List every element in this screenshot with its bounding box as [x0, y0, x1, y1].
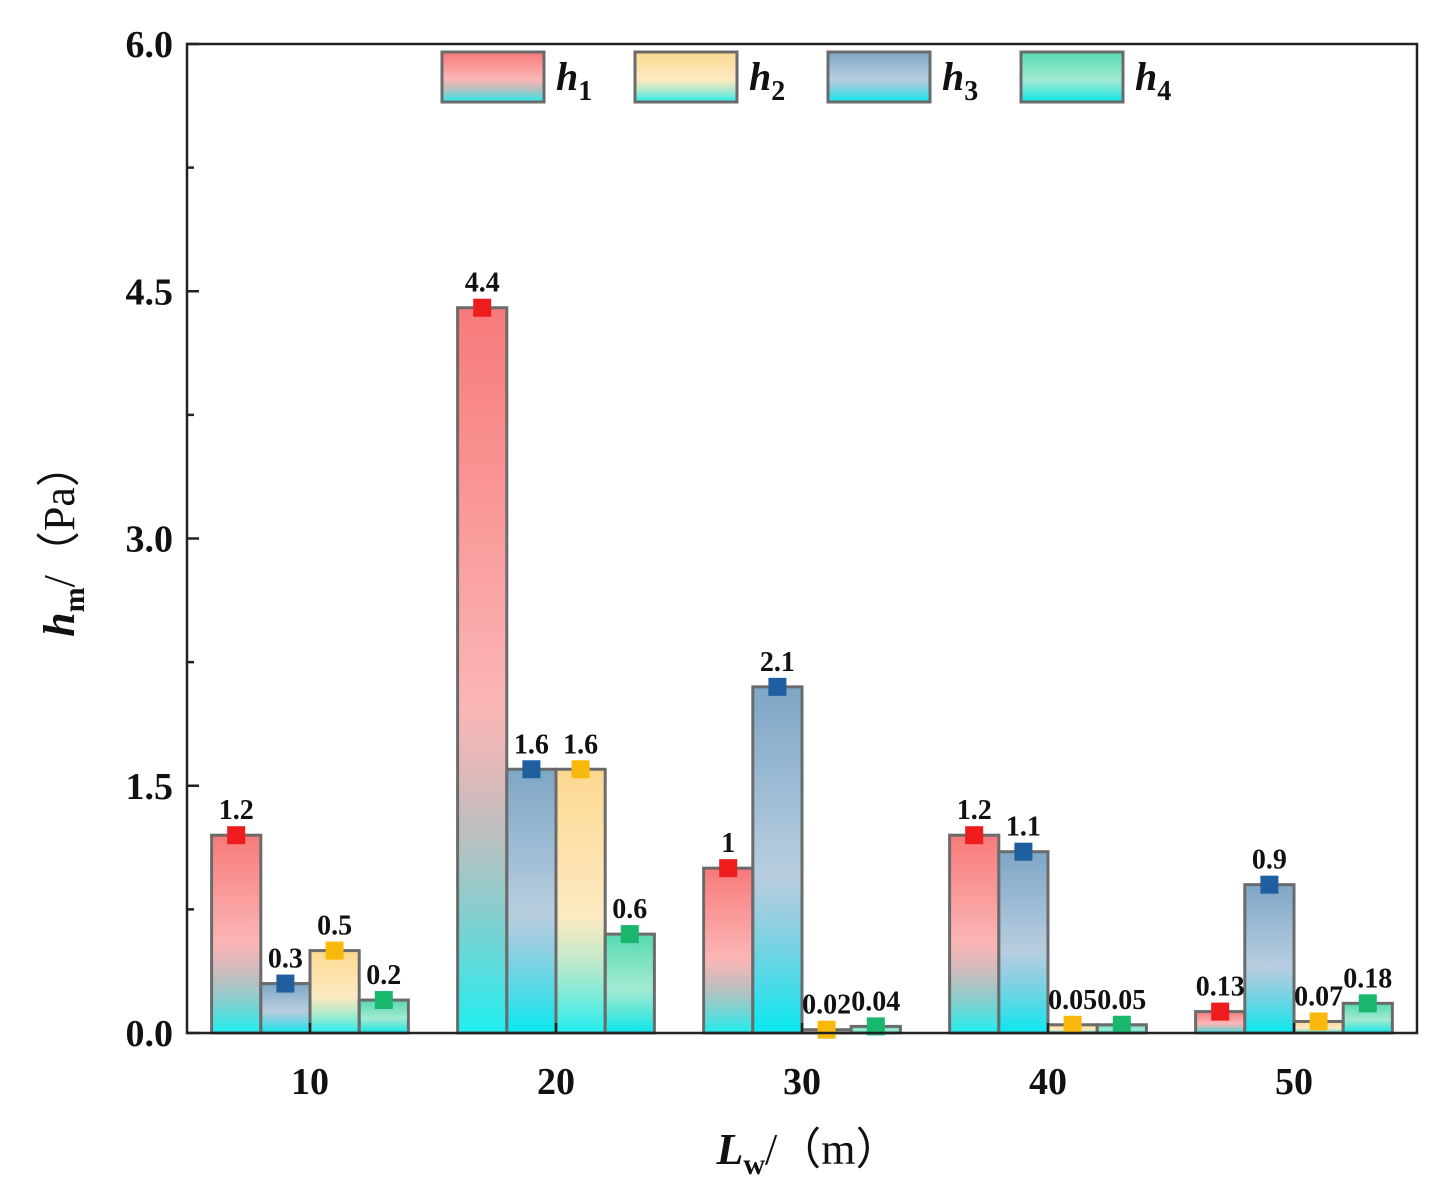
marker-h2-40 — [1063, 1015, 1082, 1034]
data-label-h1-10: 1.2 — [219, 795, 254, 826]
data-label-h3-30: 2.1 — [760, 647, 795, 678]
bar-h1-30 — [702, 866, 755, 1035]
marker-h3-40 — [1014, 842, 1033, 861]
data-label-h4-50: 0.18 — [1343, 963, 1392, 994]
legend-swatch-h4 — [1019, 50, 1125, 104]
legend-label-h1: h1 — [556, 54, 592, 107]
marker-h2-20 — [571, 760, 590, 779]
bar-h1-20 — [456, 306, 509, 1035]
y-axis-title-unit: /（Pa） — [35, 443, 84, 587]
x-tick-label: 30 — [783, 1061, 821, 1103]
legend-swatch-h1 — [440, 50, 546, 104]
bars-layer — [210, 306, 1394, 1035]
bar-h4-20 — [603, 932, 656, 1035]
marker-h3-30 — [768, 677, 787, 696]
marker-h1-20 — [473, 298, 492, 317]
data-label-h1-40: 1.2 — [957, 795, 992, 826]
bar-h3-40 — [997, 850, 1050, 1035]
marker-h4-10 — [374, 991, 393, 1010]
data-label-h2-40: 0.05 — [1048, 985, 1097, 1016]
bar-h3-30 — [751, 685, 804, 1035]
data-label-h3-20: 1.6 — [514, 729, 549, 760]
legend-label-h4: h4 — [1135, 54, 1171, 107]
marker-h1-30 — [719, 859, 738, 878]
data-label-h1-20: 4.4 — [465, 268, 500, 299]
marker-h4-20 — [620, 925, 639, 944]
y-tick-label: 3.0 — [126, 519, 174, 561]
y-axis-title-sub: m — [58, 587, 91, 612]
marker-h3-20 — [522, 760, 541, 779]
data-labels-layer: 1.2 0.3 0.5 0.2 4.4 1.6 1.6 0.6 1 2.1 0.02 0.04 1.2 1… — [219, 268, 1392, 1039]
marker-h4-50 — [1358, 994, 1377, 1013]
data-label-h3-50: 0.9 — [1252, 845, 1287, 876]
data-label-h4-20: 0.6 — [612, 894, 647, 925]
y-tick-label: 0.0 — [126, 1013, 174, 1055]
marker-h3-10 — [276, 974, 295, 993]
legend: h1 h2 h3 h4 — [440, 50, 1171, 107]
y-axis-title-main: h — [35, 612, 84, 636]
marker-h1-10 — [227, 826, 246, 845]
data-label-h2-20: 1.6 — [563, 729, 598, 760]
bar-h3-20 — [505, 767, 558, 1035]
marker-h3-50 — [1260, 875, 1279, 894]
bar-h2-10 — [308, 949, 361, 1035]
marker-h2-10 — [325, 941, 344, 960]
data-label-h3-10: 0.3 — [268, 944, 303, 975]
legend-label-h3: h3 — [942, 54, 978, 107]
data-label-h2-50: 0.07 — [1294, 981, 1343, 1012]
x-tick-label: 40 — [1029, 1061, 1067, 1103]
bar-h1-40 — [948, 833, 1001, 1035]
data-label-h4-40: 0.05 — [1097, 985, 1146, 1016]
data-label-h1-50: 0.13 — [1196, 972, 1245, 1003]
y-tick-label: 6.0 — [126, 24, 174, 66]
legend-label-h2: h2 — [749, 54, 785, 107]
data-label-h4-30: 0.04 — [851, 986, 900, 1017]
axes-layer: 0.0 1.5 3.0 4.5 6.0 10 20 30 40 50 — [126, 24, 1314, 1103]
data-label-h2-30: 0.02 — [802, 990, 851, 1021]
y-axis-title: hm/（Pa） — [35, 443, 91, 637]
marker-h4-40 — [1112, 1015, 1131, 1034]
legend-swatch-h3 — [826, 50, 932, 104]
x-axis-title-sub: w — [743, 1148, 765, 1181]
marker-h4-30 — [866, 1017, 885, 1036]
marker-h1-50 — [1211, 1002, 1230, 1021]
marker-h1-40 — [965, 826, 984, 845]
legend-swatch-h2 — [633, 50, 739, 104]
x-tick-label: 50 — [1275, 1061, 1313, 1103]
x-axis-title-unit: /（m） — [765, 1125, 899, 1174]
bar-h3-50 — [1243, 883, 1296, 1035]
y-tick-label: 1.5 — [126, 766, 174, 808]
x-tick-label: 20 — [537, 1061, 575, 1103]
bar-h2-20 — [554, 767, 607, 1035]
bar-h1-10 — [210, 833, 263, 1035]
data-label-h4-10: 0.2 — [366, 960, 401, 991]
x-axis-title-main: L — [715, 1125, 743, 1174]
data-label-h3-40: 1.1 — [1006, 812, 1041, 843]
marker-h2-30 — [817, 1020, 836, 1039]
x-axis-title: Lw/（m） — [715, 1125, 899, 1181]
data-label-h1-30: 1 — [721, 828, 735, 859]
y-tick-label: 4.5 — [126, 271, 174, 313]
data-label-h2-10: 0.5 — [317, 911, 352, 942]
x-tick-label: 10 — [291, 1061, 329, 1103]
marker-h2-50 — [1309, 1012, 1328, 1031]
